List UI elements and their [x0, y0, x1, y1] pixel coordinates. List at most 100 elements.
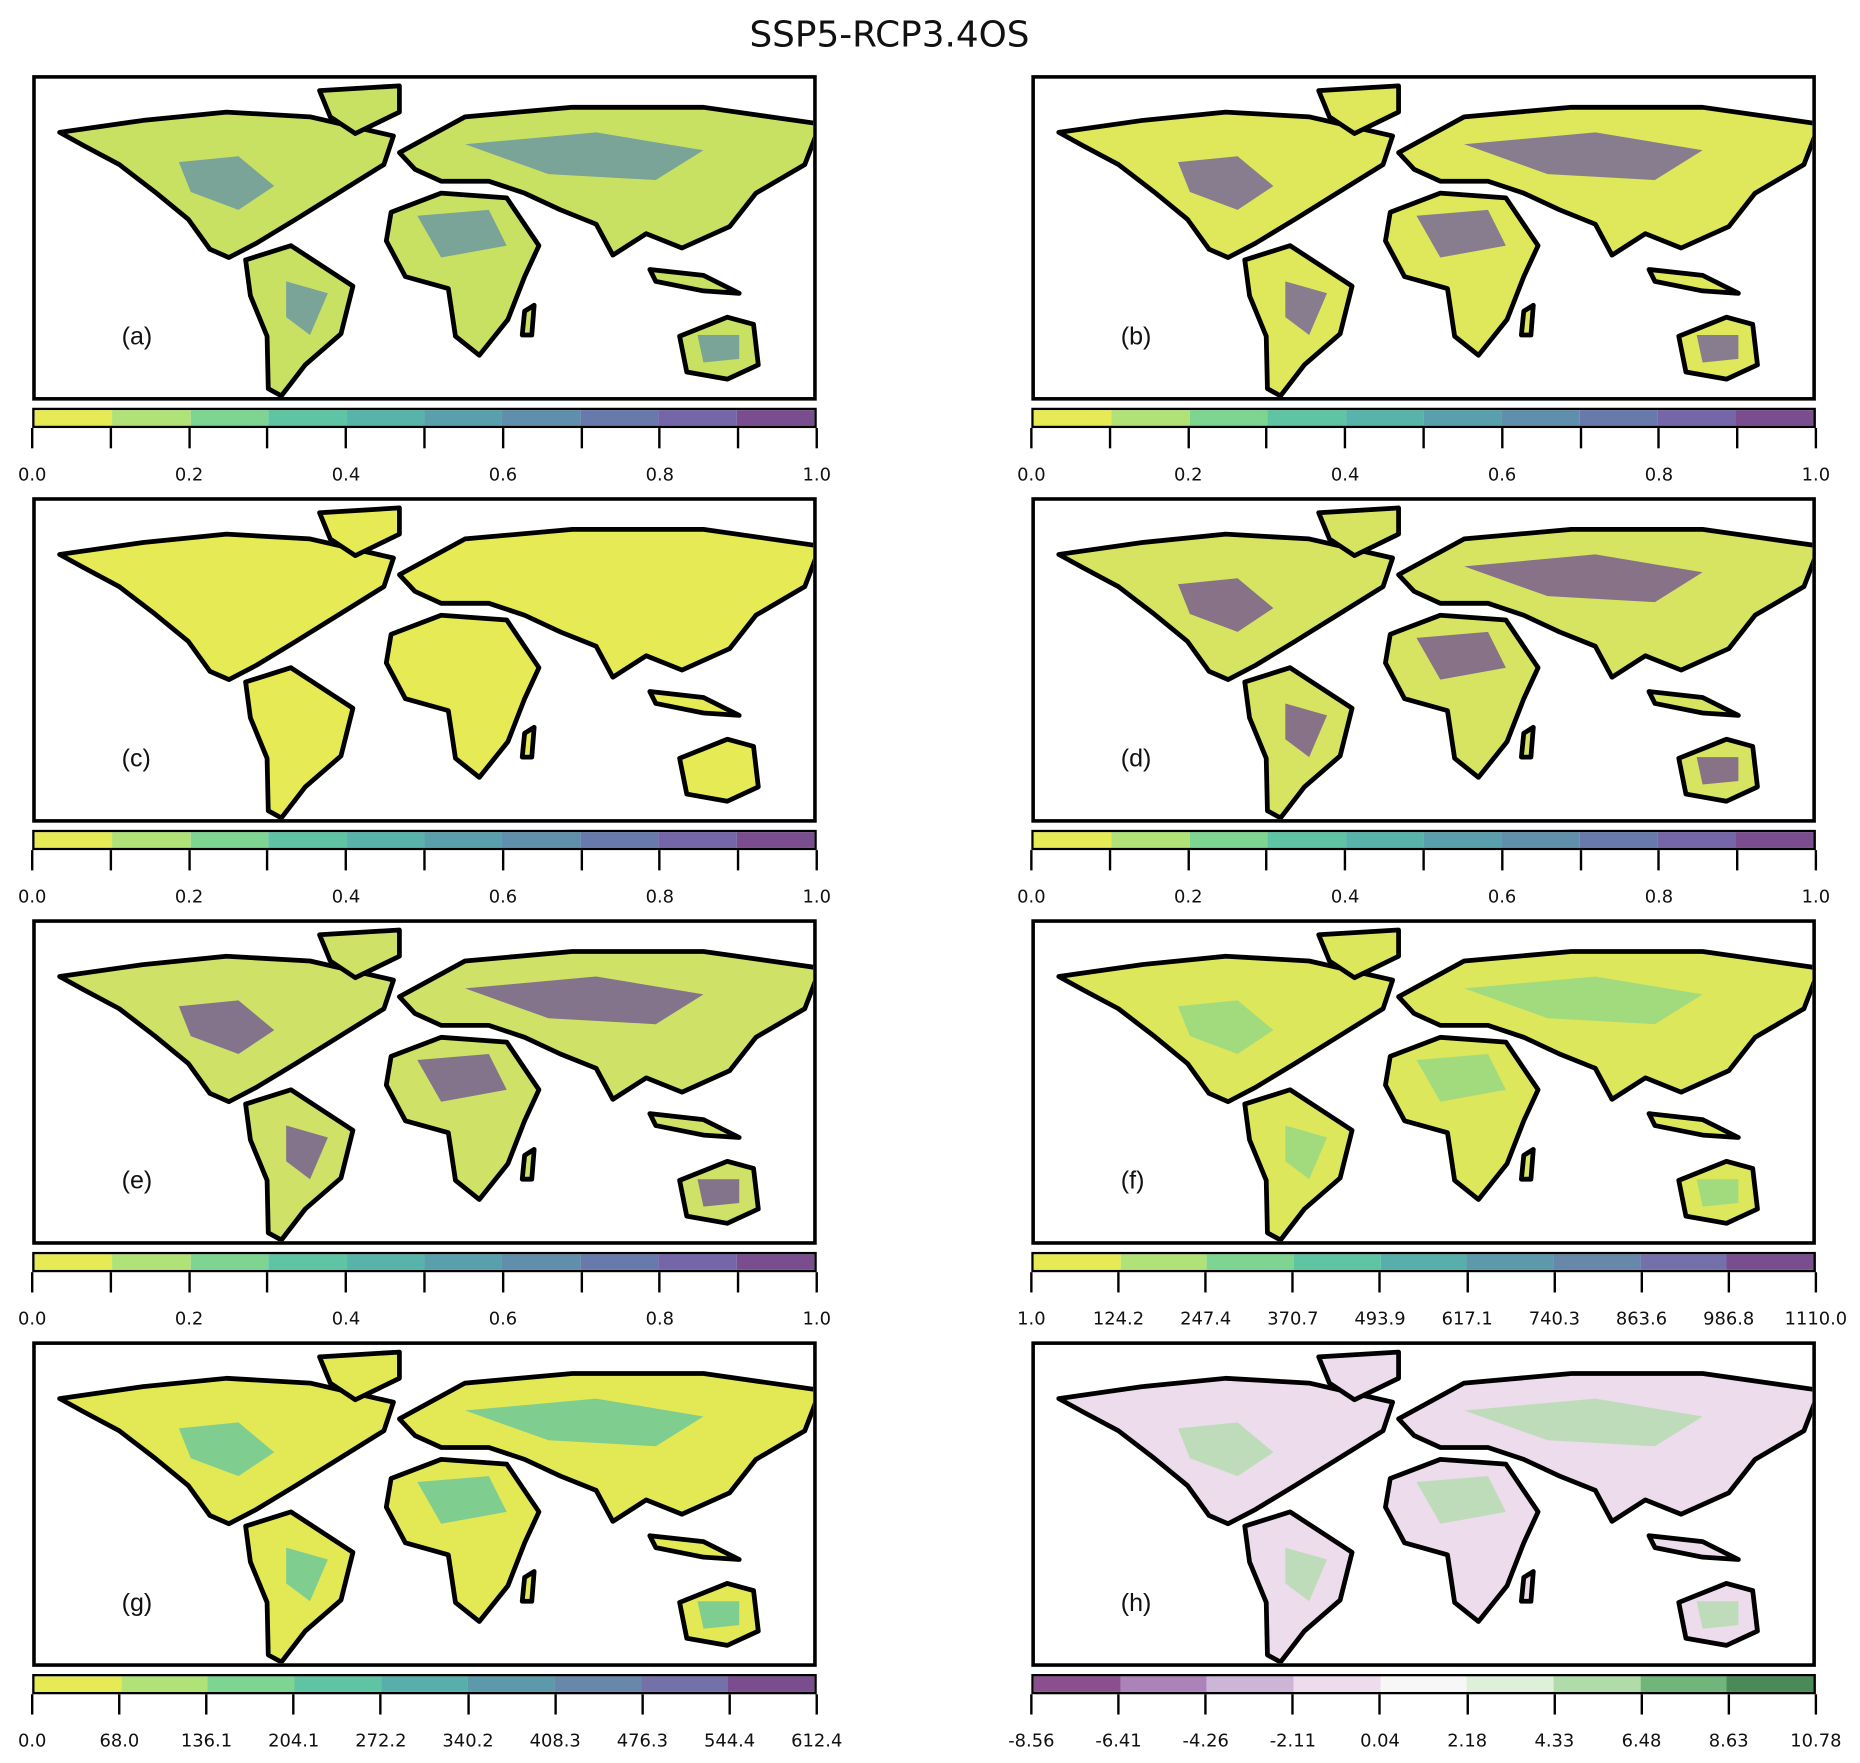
colorbar-bin: [1345, 410, 1424, 426]
colorbar-bin: [1380, 1254, 1467, 1270]
land-greenland: [1316, 1349, 1401, 1403]
colorbar-tick: [737, 850, 740, 871]
value-region: [1416, 1476, 1506, 1524]
colorbar-bin: [1120, 1676, 1208, 1692]
colorbar-bin: [727, 1676, 815, 1692]
colorbar-tick: [1117, 1272, 1120, 1293]
colorbar-tick-label: 0.8: [645, 463, 675, 486]
colorbar-tick-label: 68.0: [99, 1730, 140, 1752]
world-map: [1056, 83, 1813, 398]
colorbar-bin: [1120, 1254, 1208, 1270]
colorbar-tick-label: 1.0: [1801, 463, 1831, 486]
colorbar-bin: [112, 832, 191, 848]
colorbar-tick: [554, 1694, 557, 1715]
colorbar-tick: [1466, 1694, 1469, 1715]
colorbar-bin: [1466, 1676, 1554, 1692]
colorbar-tick: [815, 428, 818, 449]
colorbar-bin: [34, 410, 113, 426]
value-region: [1285, 1125, 1328, 1180]
colorbar-bin: [1207, 1254, 1294, 1270]
value-region: [1696, 757, 1739, 785]
colorbar-bin: [34, 1254, 113, 1270]
colorbar-tick: [1814, 1694, 1818, 1715]
value-region: [1416, 209, 1506, 258]
colorbar-tick: [1553, 1694, 1556, 1715]
colorbar-tick: [1187, 850, 1190, 871]
land-africa: [383, 190, 542, 358]
colorbar-tick: [31, 850, 34, 871]
colorbar-tick-label: 0.4: [331, 1307, 361, 1330]
colorbar-bin: [736, 832, 815, 848]
colorbar-tick: [1422, 850, 1425, 871]
colorbar-tick-label: 1.0: [802, 1307, 831, 1330]
colorbar-tick: [1553, 1272, 1556, 1293]
colorbar-bin: [1553, 1254, 1641, 1270]
colorbar-tick: [1579, 850, 1582, 871]
colorbar: [1031, 407, 1816, 429]
land-africa: [383, 1034, 542, 1202]
colorbar-bin: [1293, 1254, 1381, 1270]
colorbar-tick-label: 0.4: [1330, 885, 1360, 908]
colorbar-bin: [1640, 1676, 1727, 1692]
value-region: [1696, 1179, 1739, 1207]
land-greenland: [1316, 927, 1401, 981]
colorbar-tick-label: 0.04: [1360, 1730, 1400, 1752]
colorbar-tick-label: 0.8: [1644, 463, 1674, 486]
value-region: [1285, 1547, 1328, 1602]
colorbar-tick-label: 0.4: [331, 463, 361, 486]
colorbar-tick-label: 247.4: [1180, 1307, 1232, 1330]
value-region: [286, 1125, 328, 1180]
colorbar-tick: [1736, 428, 1739, 449]
land-madagascar: [1519, 724, 1536, 760]
colorbar: [32, 407, 817, 429]
value-region: [697, 757, 740, 785]
colorbar-tick: [466, 1694, 470, 1715]
colorbar-bin: [1735, 832, 1814, 848]
land-indonesia: [647, 1533, 742, 1562]
colorbar-tick: [1422, 428, 1425, 449]
colorbar-tick: [109, 1272, 112, 1293]
colorbar-tick-label: 0.0: [1017, 885, 1046, 908]
value-region: [1696, 335, 1739, 363]
colorbar-tick: [815, 850, 818, 871]
colorbar-tick-label: -4.26: [1182, 1730, 1229, 1752]
colorbar-tick-label: 740.3: [1528, 1307, 1580, 1330]
colorbar-bin: [112, 1254, 191, 1270]
colorbar-tick: [1500, 428, 1504, 449]
colorbar-tick-label: 493.9: [1354, 1307, 1406, 1330]
colorbar-tick: [31, 1272, 34, 1293]
figure-title: SSP5-RCP3.4OS: [749, 14, 1030, 57]
colorbar-bin: [1579, 410, 1658, 426]
colorbar: [1031, 1674, 1816, 1695]
colorbar-bin: [346, 410, 425, 426]
value-region: [1464, 554, 1703, 603]
colorbar-bin: [190, 832, 269, 848]
colorbar-tick: [1265, 850, 1268, 871]
map-panel-f: (f): [1031, 919, 1816, 1245]
colorbar-bin: [1501, 410, 1580, 426]
colorbar-tick: [187, 428, 191, 449]
colorbar-tick-label: 0.4: [1330, 463, 1360, 486]
colorbar-bin: [268, 410, 347, 426]
value-region: [286, 1547, 328, 1602]
colorbar-tick: [1204, 1272, 1207, 1293]
colorbar-tick-label: 370.7: [1267, 1307, 1319, 1330]
land-greenland: [317, 505, 402, 559]
world-map: [1056, 505, 1813, 820]
value-region: [1178, 1000, 1274, 1055]
colorbar-bin: [1579, 832, 1658, 848]
colorbar-bin: [502, 832, 581, 848]
value-region: [697, 335, 740, 363]
colorbar-tick: [1500, 850, 1504, 871]
colorbar-tick: [205, 1694, 208, 1715]
colorbar-tick-label: 408.3: [529, 1730, 581, 1752]
colorbar-bin: [1033, 410, 1112, 426]
land-indonesia: [647, 267, 742, 296]
colorbar-tick: [118, 1694, 121, 1715]
colorbar-tick: [737, 1272, 740, 1293]
colorbar-tick: [1117, 1694, 1120, 1715]
colorbar-tick: [423, 850, 426, 871]
colorbar-tick: [379, 1694, 383, 1715]
colorbar-bin: [1640, 1254, 1727, 1270]
colorbar-bin: [580, 410, 659, 426]
